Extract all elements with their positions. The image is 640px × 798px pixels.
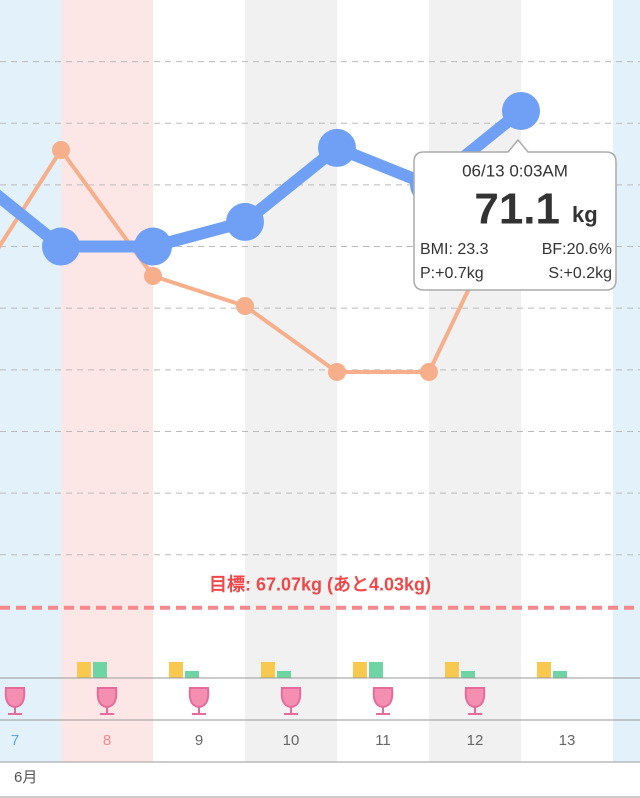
day-column [245, 0, 337, 762]
body_fat-point [236, 297, 254, 315]
activity-icon [553, 671, 567, 678]
activity-icon [185, 671, 199, 678]
body_fat-point [420, 363, 438, 381]
day-label: 9 [195, 732, 203, 749]
day-label: 12 [467, 732, 484, 749]
body_fat-point [144, 267, 162, 285]
tooltip-p: P:+0.7kg [420, 265, 484, 282]
weight-point [226, 202, 264, 241]
tooltip-weight: 71.1 [474, 185, 560, 234]
day-label: 10 [283, 732, 300, 749]
drink-icon [280, 687, 302, 715]
activity-icon [445, 662, 459, 678]
tooltip-unit: kg [572, 202, 598, 227]
activity-icon [369, 662, 383, 678]
month-label: 6月 [14, 769, 37, 786]
day-label: 13 [559, 732, 576, 749]
weight-point [502, 91, 540, 130]
tooltip-bmi: BMI: 23.3 [420, 241, 489, 258]
day-label: 8 [103, 732, 111, 749]
day-label: 7 [11, 732, 19, 749]
day-column [0, 0, 61, 762]
weight-point [318, 128, 356, 167]
tooltip-s: S:+0.2kg [548, 265, 612, 282]
drink-icon [372, 687, 394, 715]
tooltip: 06/13 0:03AM 71.1 kg BMI: 23.3 BF:20.6% … [413, 138, 617, 291]
activity-icon [261, 662, 275, 678]
drink-icon [464, 687, 486, 715]
body_fat-point [52, 141, 70, 159]
activity-icon [93, 662, 107, 678]
tooltip-date: 06/13 0:03AM [462, 161, 568, 180]
drink-icon [188, 687, 210, 715]
tooltip-bf: BF:20.6% [542, 241, 612, 258]
day-column [613, 0, 640, 762]
activity-icon [537, 662, 551, 678]
day-column [61, 0, 153, 762]
weight-point [42, 227, 80, 266]
activity-icon [461, 671, 475, 678]
day-column [521, 0, 613, 762]
activity-icon [169, 662, 183, 678]
day-label: 11 [375, 732, 391, 749]
tooltip-box [413, 138, 617, 291]
goal-label: 目標: 67.07kg (あと4.03kg) [209, 573, 431, 594]
month-bar [0, 762, 640, 798]
day-column [153, 0, 245, 762]
weight-point [134, 227, 172, 266]
activity-icon [77, 662, 91, 678]
activity-icon [277, 671, 291, 678]
drink-icon [4, 687, 26, 715]
activity-icon [353, 662, 367, 678]
day-column [337, 0, 429, 762]
body_fat-point [328, 363, 346, 381]
drink-icon [96, 687, 118, 715]
